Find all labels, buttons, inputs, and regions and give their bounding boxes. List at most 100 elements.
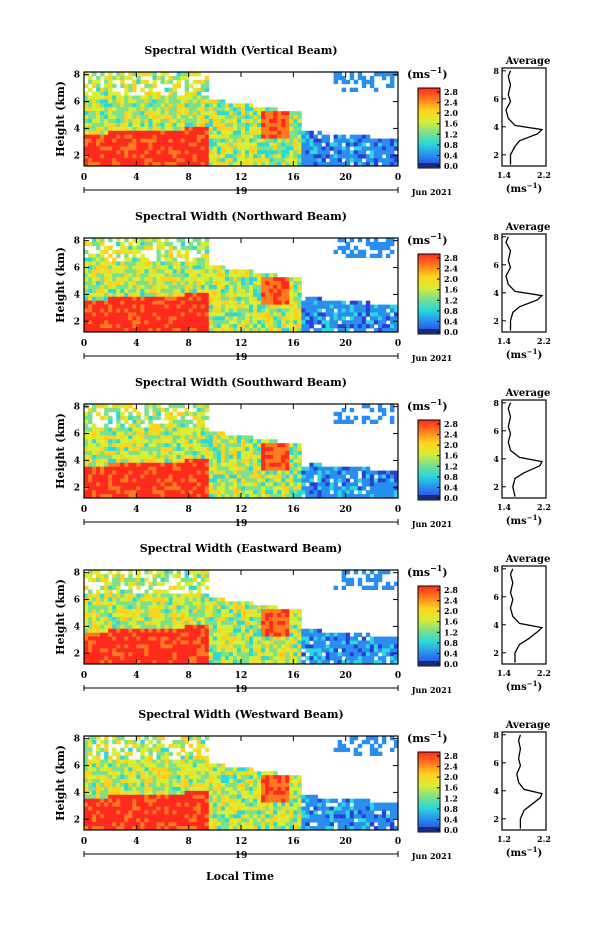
heatmap-cell [116,467,120,471]
heatmap-cell [104,92,108,96]
heatmap-cell [88,463,92,467]
heatmap-cell [277,131,281,135]
heatmap-cell [245,293,249,297]
heatmap-cell [185,146,189,150]
heatmap-cell [165,80,169,84]
heatmap-cell [152,316,156,320]
heatmap-cell [277,629,281,633]
heatmap-cell [354,146,358,150]
heatmap-cell [277,617,281,621]
heatmap-cell [116,613,120,617]
heatmap-cell [229,486,233,490]
heatmap-cell [124,486,128,490]
heatmap-cell [140,103,144,107]
heatmap-cell [309,652,313,656]
heatmap-cell [217,269,221,273]
heatmap-cell [301,309,305,313]
heatmap-cell [253,605,257,609]
heatmap-cell [338,238,342,242]
heatmap-cell [249,123,253,127]
heatmap-cell [104,285,108,289]
heatmap-cell [181,131,185,135]
heatmap-cell [354,312,358,316]
heatmap-cell [253,443,257,447]
heatmap-cell [185,478,189,482]
heatmap-cell [201,301,205,305]
heatmap-cell [128,84,132,88]
y-tick-label: 8 [74,71,80,81]
heatmap-cell [112,115,116,119]
heatmap-cell [148,637,152,641]
heatmap-cell [362,486,366,490]
heatmap-cell [293,621,297,625]
heatmap-cell [132,320,136,324]
heatmap-cell [309,309,313,313]
heatmap-cell [225,478,229,482]
heatmap-cell [148,123,152,127]
heatmap-cell [201,265,205,269]
heatmap-cell [96,285,100,289]
heatmap-cell [100,115,104,119]
heatmap-cell [152,578,156,582]
heatmap-cell [120,103,124,107]
heatmap-cell [289,135,293,139]
heatmap-cell [140,467,144,471]
heatmap-cell [225,281,229,285]
heatmap-cell [152,582,156,586]
heatmap-cell [185,277,189,281]
heatmap-cell [136,297,140,301]
heatmap-cell [346,305,350,309]
heatmap-cell [88,281,92,285]
heatmap-cell [148,490,152,494]
heatmap-cell [140,293,144,297]
heatmap-cell [144,72,148,76]
heatmap-cell [189,297,193,301]
heatmap-cell [104,486,108,490]
heatmap-cell [245,633,249,637]
heatmap-cell [317,475,321,479]
heatmap-cell [209,135,213,139]
heatmap-cell [189,273,193,277]
heatmap-cell [132,123,136,127]
heatmap-cell [140,324,144,328]
heatmap-cell [313,648,317,652]
heatmap-cell [350,158,354,162]
heatmap-cell [152,490,156,494]
heatmap-cell [293,305,297,309]
heatmap-cell [88,574,92,578]
heatmap-cell [281,285,285,289]
heatmap-cell [241,312,245,316]
heatmap-cell [136,154,140,158]
heatmap-cell [201,412,205,416]
heatmap-cell [197,115,201,119]
average-y-tick-label: 8 [493,398,499,408]
heatmap-cell [297,320,301,324]
heatmap-cell [269,613,273,617]
heatmap-cell [173,408,177,412]
heatmap-cell [285,490,289,494]
heatmap-cell [241,123,245,127]
heatmap-cell [152,131,156,135]
heatmap-cell [140,135,144,139]
heatmap-cell [181,281,185,285]
heatmap-cell [173,459,177,463]
heatmap-cell [116,582,120,586]
heatmap-cell [201,316,205,320]
heatmap-cell [148,127,152,131]
heatmap-cell [104,637,108,641]
heatmap-cell [334,316,338,320]
heatmap-cell [245,305,249,309]
heatmap-cell [84,428,88,432]
heatmap-cell [326,482,330,486]
heatmap-cell [257,439,261,443]
heatmap-cell [144,467,148,471]
heatmap-cell [317,316,321,320]
heatmap-cell [201,254,205,258]
heatmap-cell [197,644,201,648]
heatmap-cell [209,601,213,605]
heatmap-cell [253,656,257,660]
heatmap-cell [132,435,136,439]
heatmap-cell [132,482,136,486]
heatmap-cell [205,301,209,305]
heatmap-cell [390,408,394,412]
